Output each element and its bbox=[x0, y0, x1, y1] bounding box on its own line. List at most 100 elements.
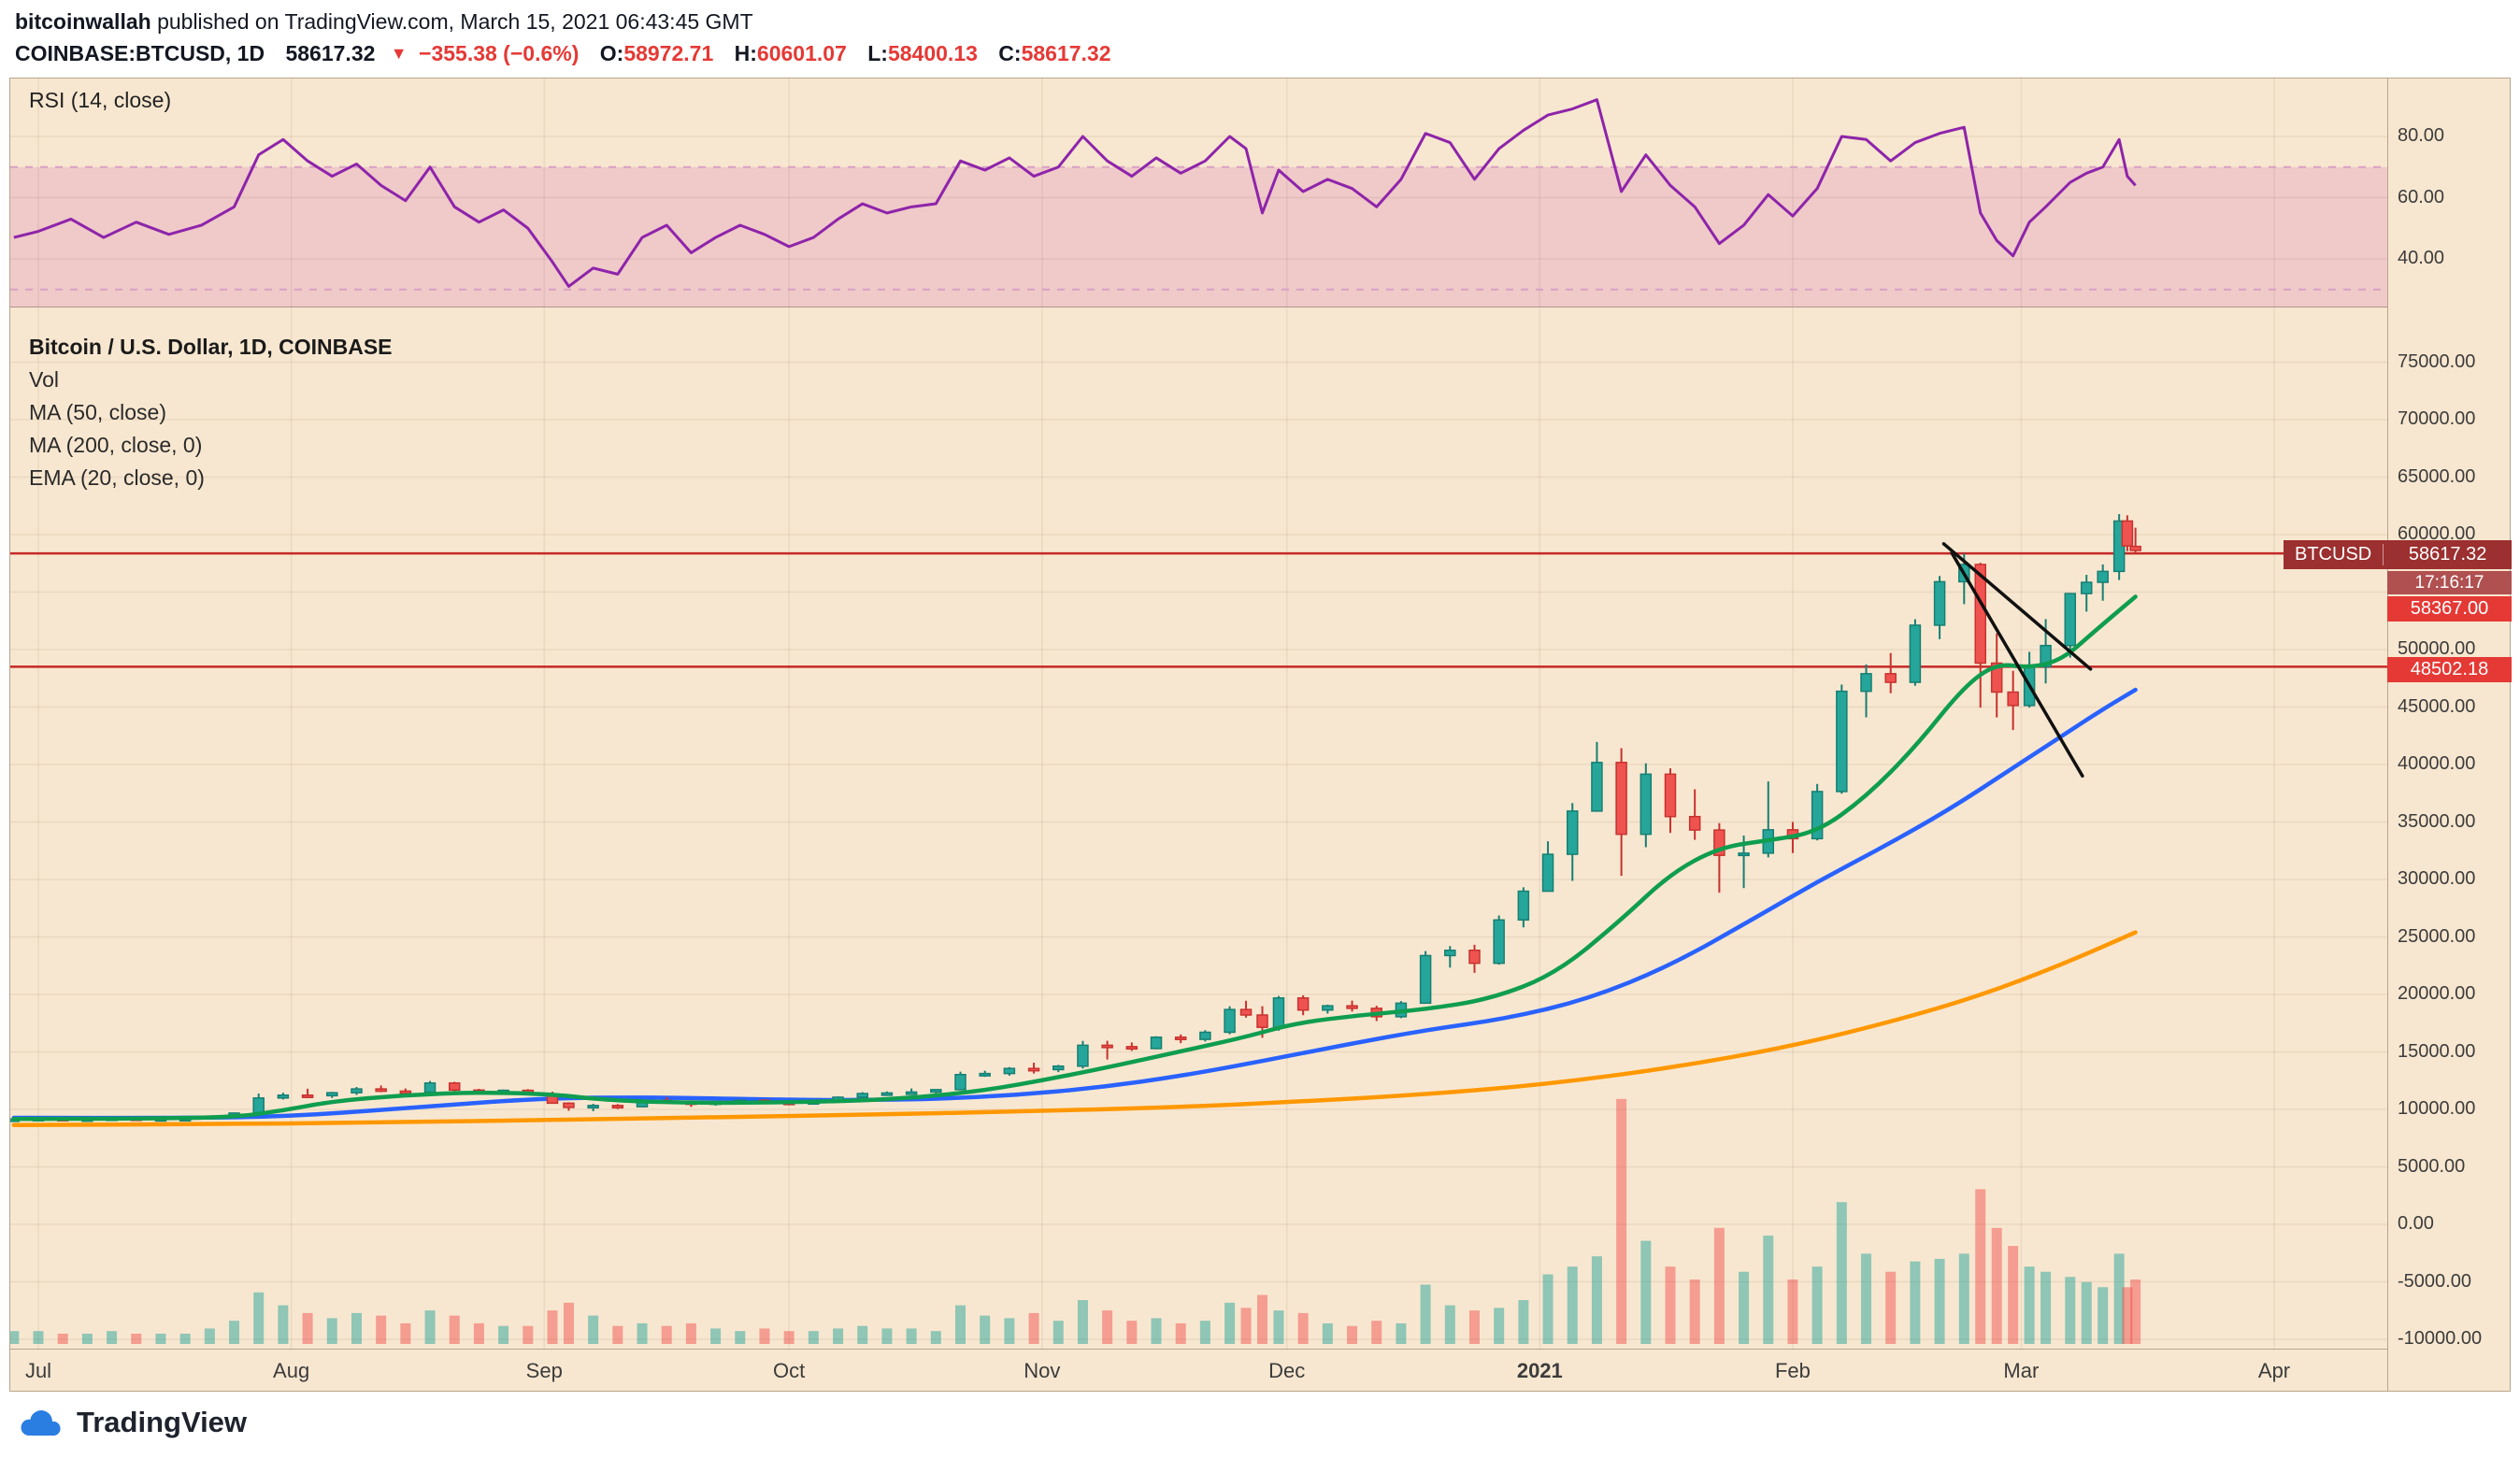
volume-bar bbox=[278, 1305, 289, 1344]
volume-bar bbox=[2040, 1271, 2052, 1344]
volume-bar bbox=[2081, 1281, 2092, 1344]
price-axis-label: 60000.00 bbox=[2398, 523, 2476, 544]
volume-bar bbox=[1640, 1240, 1652, 1344]
volume-bar bbox=[1787, 1279, 1798, 1344]
volume-bar bbox=[1811, 1266, 1823, 1344]
price-axis-label: 25000.00 bbox=[2398, 925, 2476, 947]
candle-body bbox=[277, 1094, 290, 1099]
volume-bar bbox=[783, 1331, 795, 1344]
volume-bar bbox=[351, 1312, 362, 1344]
volume-bar bbox=[1713, 1227, 1725, 1344]
volume-bar bbox=[1102, 1310, 1113, 1344]
time-axis-label: Feb bbox=[1774, 1359, 1811, 1382]
price-axis-label: 70000.00 bbox=[2398, 408, 2476, 429]
price-chart-canvas[interactable] bbox=[10, 308, 2387, 1350]
candle-body bbox=[2097, 570, 2109, 583]
brand-text: TradingView bbox=[77, 1406, 248, 1438]
volume-bar bbox=[449, 1315, 460, 1344]
price-axis-label: 65000.00 bbox=[2398, 465, 2476, 487]
price-tag-value: 58617.32 bbox=[2408, 544, 2487, 565]
time-axis-label: Aug bbox=[273, 1359, 310, 1382]
volume-bar bbox=[1739, 1271, 1750, 1344]
price-axis[interactable]: USD 75000.0070000.0065000.0060000.005000… bbox=[2387, 79, 2511, 1391]
candle-body bbox=[1296, 997, 1310, 1011]
candle-body bbox=[1444, 950, 1456, 957]
candle-body bbox=[1615, 762, 1627, 836]
candle-body bbox=[905, 1091, 918, 1095]
volume-bar bbox=[204, 1328, 215, 1344]
legend-ma50: MA (50, close) bbox=[29, 400, 166, 424]
candle-body bbox=[1493, 919, 1505, 965]
rsi-band bbox=[10, 166, 2387, 307]
price-axis-label: 10000.00 bbox=[2398, 1098, 2476, 1119]
line-price-label-1: 58367.00 bbox=[2387, 596, 2512, 622]
volume-bar bbox=[1004, 1318, 1015, 1344]
candle-body bbox=[1713, 829, 1725, 856]
time-axis-label: Mar bbox=[2003, 1359, 2040, 1382]
volume-bar bbox=[179, 1333, 191, 1344]
close-label: C: bbox=[998, 41, 1022, 65]
candle-body bbox=[1884, 673, 1897, 683]
volume-bar bbox=[1836, 1202, 1847, 1344]
volume-bar bbox=[563, 1302, 574, 1344]
candle-body bbox=[1639, 773, 1653, 836]
candle-body bbox=[1933, 580, 1946, 626]
trendline bbox=[1941, 542, 2093, 671]
volume-bar bbox=[1224, 1302, 1236, 1344]
rsi-legend: RSI (14, close) bbox=[29, 88, 172, 112]
tradingview-logo[interactable]: TradingView bbox=[15, 1404, 247, 1441]
candle-body bbox=[2040, 644, 2052, 668]
volume-bar bbox=[57, 1333, 68, 1344]
candle-body bbox=[1468, 950, 1481, 965]
volume-bar bbox=[1273, 1310, 1284, 1344]
volume-bar bbox=[906, 1328, 917, 1344]
volume-bar bbox=[2065, 1277, 2076, 1344]
volume-bar bbox=[1934, 1258, 1945, 1344]
volume-bar bbox=[1444, 1305, 1455, 1344]
main-legend: Bitcoin / U.S. Dollar, 1D, COINBASE Vol … bbox=[29, 331, 393, 494]
volume-bar bbox=[1151, 1318, 1162, 1344]
time-axis-label: Oct bbox=[773, 1359, 806, 1382]
price-axis-label: 5000.00 bbox=[2398, 1155, 2466, 1177]
volume-bar bbox=[1958, 1253, 1969, 1344]
candle-body bbox=[1322, 1005, 1334, 1011]
open-label: O: bbox=[599, 41, 624, 65]
time-axis-label: Jul bbox=[24, 1359, 52, 1382]
volume-bar bbox=[1542, 1274, 1554, 1344]
candle-body bbox=[930, 1089, 942, 1094]
candle-body bbox=[1591, 762, 1603, 812]
time-axis-label: Sep bbox=[525, 1359, 563, 1382]
candle-body bbox=[1688, 815, 1701, 831]
candle-body bbox=[2121, 520, 2134, 547]
candle-body bbox=[2007, 691, 2019, 707]
volume-bar bbox=[1052, 1321, 1064, 1344]
volume-bar bbox=[1175, 1322, 1186, 1344]
publish-header: bitcoinwallah published on TradingView.c… bbox=[15, 9, 753, 35]
volume-bar bbox=[857, 1325, 868, 1344]
rsi-line bbox=[13, 98, 2137, 288]
line-price-label-2: 48502.18 bbox=[2387, 657, 2512, 682]
time-axis[interactable]: Jul Aug Sep Oct Nov Dec 2021 Feb Mar Apr bbox=[10, 1350, 2387, 1391]
candle-body bbox=[1101, 1044, 1113, 1049]
high-label: H: bbox=[734, 41, 757, 65]
candle-body bbox=[1836, 690, 1848, 793]
volume-bar bbox=[1665, 1266, 1676, 1344]
candle-body bbox=[856, 1093, 868, 1098]
price-axis-label: 35000.00 bbox=[2398, 810, 2476, 832]
cloud-icon bbox=[21, 1410, 61, 1437]
volume-bar bbox=[1297, 1312, 1309, 1344]
bar-countdown-label: 17:16:17 bbox=[2387, 571, 2512, 594]
publish-info: published on TradingView.com, March 15, … bbox=[150, 9, 753, 34]
rsi-pane[interactable]: RSI (14, close) bbox=[10, 79, 2387, 307]
volume-bar bbox=[1126, 1321, 1138, 1344]
candle-body bbox=[1150, 1036, 1163, 1050]
price-pane[interactable]: Bitcoin / U.S. Dollar, 1D, COINBASE Vol … bbox=[10, 308, 2387, 1350]
volume-bar bbox=[253, 1292, 265, 1344]
legend-ema20: EMA (20, close, 0) bbox=[29, 465, 205, 490]
volume-bar bbox=[1240, 1308, 1252, 1344]
down-triangle-icon: ▼ bbox=[390, 44, 408, 63]
ma50-line bbox=[11, 687, 2138, 1121]
volume-bar bbox=[302, 1312, 313, 1344]
volume-bar bbox=[1518, 1300, 1529, 1344]
rsi-chart-canvas[interactable] bbox=[10, 79, 2387, 307]
